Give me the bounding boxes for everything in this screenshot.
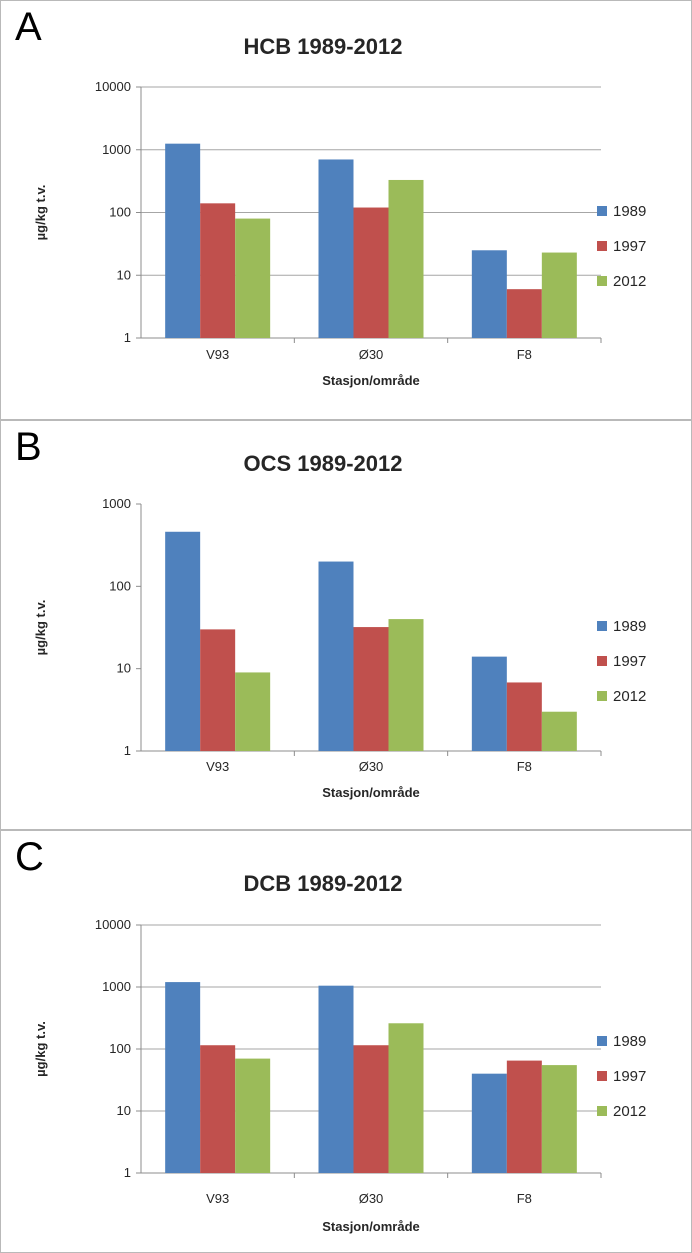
chart-a: HCB 1989-2012 1 10 100 1000 10000 V93 Ø30 F8 Stas…	[33, 34, 646, 388]
bar-1989	[471, 250, 507, 338]
bar-1997	[353, 1045, 389, 1173]
bar-1989	[471, 656, 507, 751]
y-axis-title: µg/kg t.v.	[33, 185, 48, 241]
legend-swatch-2012	[597, 691, 607, 701]
x-tick-label: Ø30	[359, 1191, 384, 1206]
panel-letter: A	[15, 5, 42, 49]
legend-label: 1997	[613, 238, 646, 255]
legend-label: 1997	[613, 653, 646, 670]
x-tick-label: V93	[206, 347, 229, 362]
x-axis-title: Stasjon/område	[322, 373, 420, 388]
bar-2012	[388, 619, 424, 751]
y-tick-label: 1	[124, 743, 131, 758]
legend-label: 1989	[613, 203, 646, 220]
chart-title: OCS 1989-2012	[244, 451, 403, 476]
y-tick-label: 1	[124, 1165, 131, 1180]
legend-swatch-1997	[597, 656, 607, 666]
y-tick-label: 10	[117, 1103, 131, 1118]
legend-swatch-1997	[597, 1071, 607, 1081]
legend-swatch-2012	[597, 276, 607, 286]
bar-1997	[506, 289, 542, 338]
bar-1989	[165, 143, 201, 338]
x-axis-title: Stasjon/område	[322, 785, 420, 800]
bar-1997	[506, 682, 542, 751]
bar-1997	[200, 203, 236, 338]
x-tick-label: F8	[517, 759, 532, 774]
panel-letter: B	[15, 425, 42, 469]
bar-1997	[200, 1045, 236, 1173]
y-tick-label: 1000	[102, 142, 131, 157]
bar-2012	[388, 1023, 424, 1173]
legend-swatch-1989	[597, 206, 607, 216]
chart-b: OCS 1989-2012 1 10 100 1000 V93 Ø30 F8 Stasjon/o…	[33, 451, 646, 800]
legend-label: 2012	[613, 1103, 646, 1120]
bar-2012	[235, 672, 271, 751]
bar-1989	[318, 561, 354, 751]
bar-2012	[541, 252, 577, 338]
panel-b: OCS 1989-2012 1 10 100 1000 V93 Ø30 F8 Stasjon/o…	[0, 420, 692, 830]
y-axis-title: µg/kg t.v.	[33, 600, 48, 656]
bar-1997	[506, 1060, 542, 1173]
bar-1989	[318, 985, 354, 1173]
y-tick-label: 100	[109, 1041, 131, 1056]
bar-1997	[200, 629, 236, 751]
bar-2012	[388, 179, 424, 338]
y-axis-title: µg/kg t.v.	[33, 1021, 48, 1077]
legend-label: 1997	[613, 1068, 646, 1085]
chart-c: DCB 1989-2012 1 10 100 1000 10000 V93 Ø30 F8 Stas…	[33, 871, 646, 1234]
bar-2012	[235, 1058, 271, 1173]
bar-1997	[353, 207, 389, 338]
y-tick-label: 10000	[95, 917, 131, 932]
bar-1989	[165, 531, 201, 751]
y-tick-label: 100	[109, 205, 131, 220]
bar-1989	[471, 1073, 507, 1173]
bar-2012	[541, 1065, 577, 1173]
legend-swatch-2012	[597, 1106, 607, 1116]
y-tick-label: 1000	[102, 496, 131, 511]
x-axis-title: Stasjon/område	[322, 1219, 420, 1234]
bar-1997	[353, 627, 389, 751]
panel-letter: C	[15, 835, 44, 879]
bar-2012	[541, 711, 577, 751]
y-tick-label: 100	[109, 578, 131, 593]
chart-title: HCB 1989-2012	[244, 34, 403, 59]
x-tick-label: Ø30	[359, 347, 384, 362]
bar-1989	[165, 982, 201, 1173]
legend-swatch-1989	[597, 621, 607, 631]
legend-swatch-1989	[597, 1036, 607, 1046]
x-tick-label: F8	[517, 1191, 532, 1206]
x-tick-label: V93	[206, 1191, 229, 1206]
y-tick-label: 10	[117, 267, 131, 282]
chart-title: DCB 1989-2012	[244, 871, 403, 896]
legend-label: 2012	[613, 273, 646, 290]
legend-label: 1989	[613, 618, 646, 635]
x-tick-label: F8	[517, 347, 532, 362]
legend-label: 2012	[613, 688, 646, 705]
y-tick-label: 1000	[102, 979, 131, 994]
panel-a: HCB 1989-2012 1 10 100 1000 10000 V93 Ø30 F8 Stas…	[0, 0, 692, 420]
x-tick-label: V93	[206, 759, 229, 774]
bar-1989	[318, 159, 354, 338]
x-tick-label: Ø30	[359, 759, 384, 774]
y-tick-label: 1	[124, 330, 131, 345]
legend-swatch-1997	[597, 241, 607, 251]
panel-c: DCB 1989-2012 1 10 100 1000 10000 V93 Ø30 F8 Stas…	[0, 830, 692, 1253]
bar-2012	[235, 218, 271, 338]
y-tick-label: 10000	[95, 79, 131, 94]
legend-label: 1989	[613, 1033, 646, 1050]
y-tick-label: 10	[117, 661, 131, 676]
